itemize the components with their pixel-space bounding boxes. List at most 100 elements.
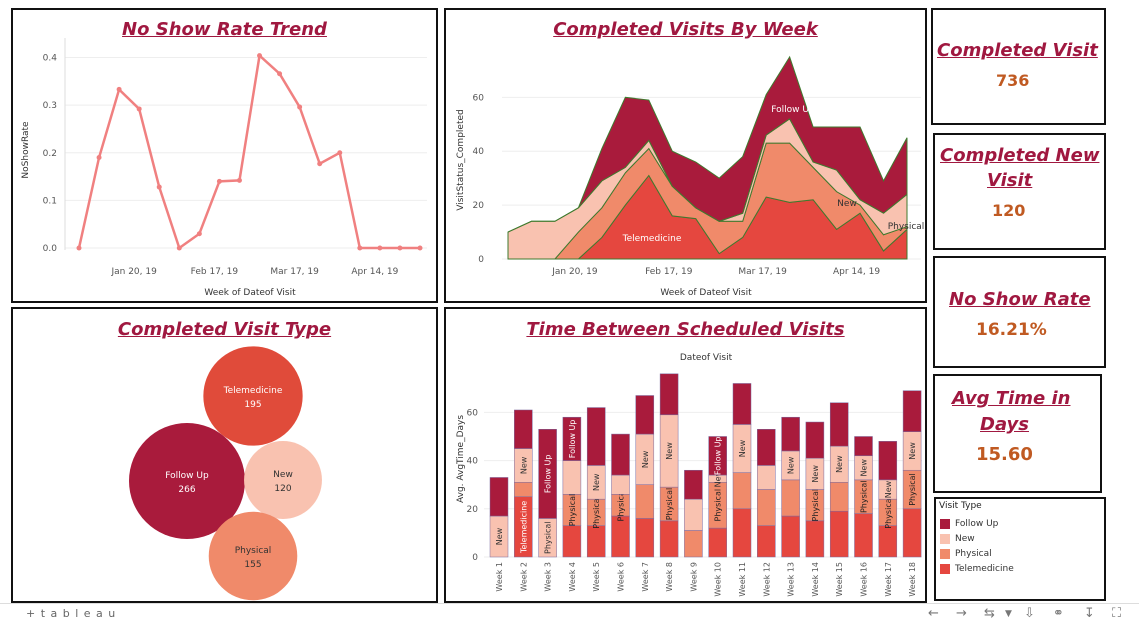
- bubble-telemedicine: [203, 346, 303, 446]
- x-tick-label: Feb 17, 19: [191, 267, 239, 277]
- legend-label: Follow Up: [955, 519, 999, 529]
- bar-segment-label: New: [738, 439, 747, 457]
- x-tick-label: Week 5: [592, 562, 601, 592]
- legend-swatch: [940, 549, 950, 559]
- x-tick-label: Week 10: [714, 562, 723, 597]
- weekly-visits-title: Completed Visits By Week: [553, 19, 818, 40]
- data-point: [277, 71, 283, 77]
- legend-item-physical[interactable]: Physical: [940, 549, 992, 559]
- x-axis-label: Week of Dateof Visit: [204, 288, 296, 298]
- weekly-visits-chart[interactable]: 0 20 40 60 Jan 20, 19 Feb 17, 19 Mar 17, 19 Apr…: [446, 10, 925, 301]
- visit-type-bubbles[interactable]: Telemedicine 195 Follow Up 266 New 120 Physica…: [13, 309, 436, 601]
- pause-icon[interactable]: ⇩: [1024, 606, 1035, 621]
- legend-label: New: [955, 534, 975, 544]
- x-tick-label: Week 17: [884, 562, 893, 597]
- revert-icon[interactable]: ⇆: [984, 606, 995, 621]
- x-tick-label: Week 1: [495, 562, 504, 592]
- download-icon[interactable]: ↧: [1084, 606, 1095, 621]
- x-tick-label: Week 13: [787, 562, 796, 597]
- data-point: [216, 178, 222, 184]
- bar-segment: [635, 518, 655, 558]
- area-annotation: New: [837, 199, 857, 209]
- data-point: [96, 155, 102, 161]
- data-point: [176, 245, 182, 251]
- bar-segment: [829, 482, 849, 512]
- x-tick-label: Week 8: [665, 562, 674, 592]
- y-tick-label: 0.3: [43, 101, 57, 111]
- bar-segment-label: Physical: [714, 489, 723, 522]
- bar-segment: [781, 515, 800, 558]
- no-show-trend-chart[interactable]: 0.0 0.1 0.2 0.3 0.4 Jan 20, 19 Feb 17, 19 Mar 1…: [13, 10, 436, 301]
- bar-segment-label: Follow Up: [568, 420, 577, 459]
- x-tick-label: Week 9: [689, 562, 698, 592]
- bar-segment-label: Telemedicine: [519, 501, 528, 554]
- data-point: [417, 245, 423, 251]
- legend-item-new[interactable]: New: [940, 534, 975, 544]
- legend-label: Telemedicine: [955, 564, 1014, 574]
- bar-segment: [757, 489, 776, 526]
- kpi-no-show-rate: No Show Rate 16.21%: [933, 256, 1106, 368]
- bar-segment: [586, 525, 606, 558]
- bar-segment-label: Physical: [592, 496, 601, 529]
- legend-item-follow-up[interactable]: Follow Up: [940, 519, 998, 529]
- bar-segment-label: Physical: [544, 521, 553, 554]
- bar-segment: [562, 416, 582, 461]
- bar-segment-label: Physical: [665, 488, 674, 521]
- kpi-completed-new-title-line2: Visit: [987, 170, 1033, 191]
- kpi-no-show-rate-title: No Show Rate: [949, 289, 1091, 310]
- kpi-completed-visit-title: Completed Visit: [937, 40, 1098, 61]
- bar-segment-label: New: [835, 455, 844, 473]
- x-tick-label: Week 12: [762, 562, 771, 597]
- x-tick-label: Mar 17, 19: [738, 267, 787, 277]
- tableau-logo[interactable]: + t a b l e a u: [26, 607, 117, 620]
- fullscreen-icon[interactable]: ⛶: [1112, 606, 1122, 621]
- chart-subtitle: Dateof Visit: [680, 353, 733, 363]
- bar-segment: [878, 441, 898, 481]
- share-icon[interactable]: ⚭: [1053, 606, 1064, 621]
- bar-segment: [732, 472, 752, 510]
- area-annotation: Telemedicine: [622, 234, 682, 244]
- bar-segment-label: Follow Up: [544, 455, 553, 494]
- legend-swatch: [940, 519, 950, 529]
- bar-segment-label: New: [787, 456, 796, 474]
- data-point: [116, 86, 122, 92]
- y-tick-label: 0: [478, 255, 484, 265]
- kpi-avg-time: Avg Time in Days 15.60: [933, 374, 1102, 493]
- y-axis-label: NoShowRate: [21, 121, 31, 179]
- forward-icon[interactable]: →: [956, 606, 967, 621]
- bubble-label: New: [273, 470, 293, 480]
- y-tick-label: 20: [473, 201, 485, 211]
- bar-segment-label: New: [908, 442, 917, 460]
- x-tick-label: Apr 14, 19: [351, 267, 398, 277]
- back-icon[interactable]: ←: [928, 606, 939, 621]
- dropdown-icon[interactable]: ▼: [1005, 609, 1012, 619]
- kpi-completed-visit: Completed Visit 736: [931, 8, 1106, 125]
- visit-type-legend[interactable]: Visit Type Follow Up New Physical Teleme…: [934, 497, 1106, 601]
- legend-swatch: [940, 534, 950, 544]
- kpi-completed-visit-value: 736: [996, 71, 1030, 90]
- bubble-new: [244, 441, 322, 519]
- data-point: [357, 245, 363, 251]
- data-point: [257, 53, 263, 59]
- y-tick-label: 0.1: [43, 196, 57, 206]
- y-tick-label: 0.0: [43, 244, 58, 254]
- data-point: [196, 231, 202, 237]
- bar-segment-label: Physical: [884, 496, 893, 529]
- kpi-avg-time-title-line2: Days: [980, 414, 1029, 435]
- bar-segment: [757, 465, 776, 490]
- bar-segment: [514, 409, 533, 449]
- x-tick-label: Week 11: [738, 562, 747, 597]
- data-point: [236, 177, 242, 183]
- data-point: [337, 150, 343, 156]
- time-between-title: Time Between Scheduled Visits: [526, 319, 845, 340]
- y-tick-label: 0.2: [43, 149, 57, 159]
- legend-item-telemedicine[interactable]: Telemedicine: [940, 564, 1014, 574]
- bar-segment-label: New: [714, 469, 723, 487]
- data-point: [317, 161, 323, 167]
- bar-segment: [805, 421, 825, 459]
- bar-segment-label: New: [641, 450, 650, 468]
- bubble-label: Physical: [235, 546, 272, 556]
- x-tick-label: Week 16: [860, 562, 869, 597]
- x-tick-label: Week 15: [835, 562, 844, 597]
